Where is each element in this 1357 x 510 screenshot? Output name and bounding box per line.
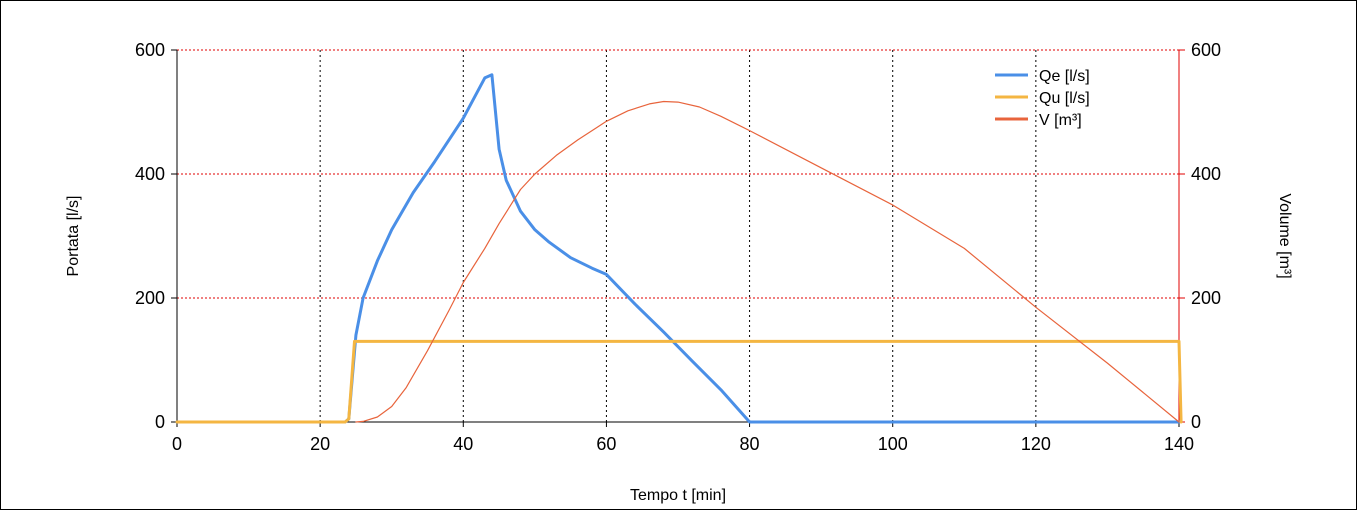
legend: Qe [l/s] Qu [l/s] V [m³] bbox=[995, 68, 1090, 129]
y-axis-title: Portata [l/s] bbox=[65, 196, 82, 277]
legend-label: V [m³] bbox=[1039, 112, 1082, 129]
x-axis-title: Tempo t [min] bbox=[630, 487, 726, 504]
legend-label: Qu [l/s] bbox=[1039, 90, 1090, 107]
y2-tick-label: 200 bbox=[1191, 288, 1221, 308]
x-tick-label: 120 bbox=[1021, 434, 1051, 454]
x-tick-label: 140 bbox=[1164, 434, 1194, 454]
axes bbox=[176, 50, 1180, 423]
x-tick-label: 40 bbox=[453, 434, 473, 454]
y2-axis-title: Volume [m³] bbox=[1276, 193, 1293, 278]
x-tick-label: 80 bbox=[740, 434, 760, 454]
legend-label: Qe [l/s] bbox=[1039, 68, 1090, 85]
y-tick-label: 600 bbox=[135, 40, 165, 60]
series-line-2 bbox=[175, 339, 1183, 424]
series-line-3 bbox=[355, 100, 1180, 423]
series-lines bbox=[175, 73, 1183, 424]
y2-tick-label: 0 bbox=[1191, 412, 1201, 432]
y2-tick-label: 600 bbox=[1191, 40, 1221, 60]
x-tick-label: 20 bbox=[310, 434, 330, 454]
x-tick-label: 60 bbox=[596, 434, 616, 454]
y-tick-label: 200 bbox=[135, 288, 165, 308]
series-line-1 bbox=[175, 73, 1181, 424]
y2-tick-label: 400 bbox=[1191, 164, 1221, 184]
grid-lines bbox=[177, 49, 1180, 422]
x-tick-label: 0 bbox=[172, 434, 182, 454]
y-tick-label: 0 bbox=[155, 412, 165, 432]
x-tick-label: 100 bbox=[878, 434, 908, 454]
y-tick-label: 400 bbox=[135, 164, 165, 184]
